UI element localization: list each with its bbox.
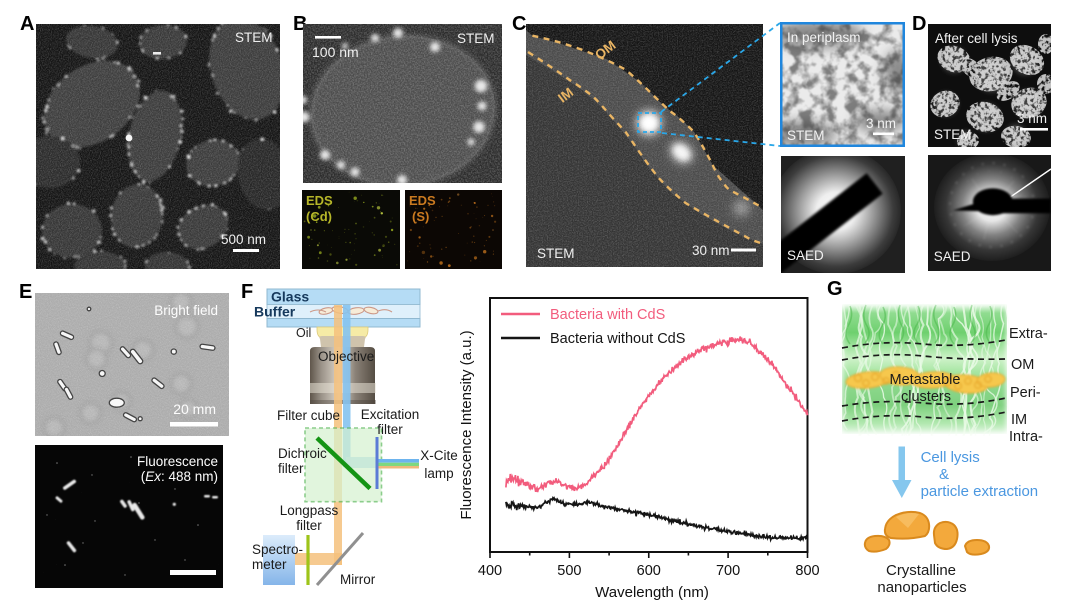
svg-text:500: 500 — [557, 563, 581, 579]
svg-text:Peri-: Peri- — [1010, 385, 1041, 401]
svg-text:STEM: STEM — [787, 128, 825, 143]
svg-text:STEM: STEM — [235, 30, 273, 45]
svg-text:clusters: clusters — [901, 389, 951, 405]
svg-text:filter: filter — [296, 518, 322, 533]
svg-text:Bacteria without CdS: Bacteria without CdS — [550, 331, 685, 347]
svg-text:particle extraction: particle extraction — [921, 483, 1039, 500]
svg-text:In periplasm: In periplasm — [787, 30, 861, 45]
svg-text:lamp: lamp — [424, 466, 453, 481]
svg-text:(Ex: 488 nm): (Ex: 488 nm) — [141, 469, 218, 484]
svg-text:meter: meter — [252, 557, 287, 572]
svg-text:(Cd): (Cd) — [306, 209, 332, 224]
svg-text:Glass: Glass — [271, 289, 309, 305]
svg-text:Dichroic: Dichroic — [278, 446, 327, 461]
svg-text:IM: IM — [1011, 412, 1027, 428]
svg-text:Metastable: Metastable — [890, 372, 961, 388]
svg-text:20 mm: 20 mm — [173, 401, 216, 417]
svg-text:After cell lysis: After cell lysis — [935, 31, 1018, 46]
svg-text:(S): (S) — [412, 209, 429, 224]
svg-text:Buffer: Buffer — [254, 304, 296, 320]
svg-text:Oil: Oil — [296, 326, 311, 340]
svg-text:IM: IM — [555, 85, 576, 106]
svg-text:EDS: EDS — [306, 193, 333, 208]
svg-text:nanoparticles: nanoparticles — [877, 579, 966, 596]
svg-text:OM: OM — [1011, 357, 1034, 373]
svg-text:&: & — [939, 466, 949, 483]
svg-text:SAED: SAED — [787, 248, 824, 263]
svg-text:Mirror: Mirror — [340, 572, 376, 587]
svg-text:STEM: STEM — [537, 246, 575, 261]
svg-text:Cell lysis: Cell lysis — [921, 449, 980, 466]
svg-text:Fluorescence: Fluorescence — [137, 454, 218, 469]
svg-text:Bright field: Bright field — [154, 303, 218, 318]
svg-text:Fluorescence Intensity (a.u.): Fluorescence Intensity (a.u.) — [458, 330, 475, 519]
svg-text:Crystalline: Crystalline — [886, 562, 956, 579]
svg-text:SAED: SAED — [934, 249, 971, 264]
svg-text:EDS: EDS — [409, 193, 436, 208]
svg-text:30 nm: 30 nm — [692, 243, 730, 258]
svg-text:STEM: STEM — [934, 127, 972, 142]
svg-text:700: 700 — [716, 563, 740, 579]
svg-text:3 nm: 3 nm — [866, 116, 896, 131]
svg-text:Spectro-: Spectro- — [252, 542, 303, 557]
svg-text:STEM: STEM — [457, 31, 495, 46]
svg-text:Intra-: Intra- — [1009, 429, 1043, 445]
svg-text:3 nm: 3 nm — [1017, 111, 1047, 126]
svg-text:X-Cite: X-Cite — [420, 448, 458, 463]
svg-text:400: 400 — [478, 563, 502, 579]
svg-text:Objective: Objective — [318, 349, 374, 364]
svg-text:filter: filter — [377, 422, 403, 437]
svg-text:Longpass: Longpass — [280, 503, 339, 518]
svg-text:600: 600 — [637, 563, 661, 579]
svg-text:Bacteria with CdS: Bacteria with CdS — [550, 307, 665, 323]
svg-text:filter: filter — [278, 461, 304, 476]
svg-text:Excitation: Excitation — [361, 407, 420, 422]
svg-text:Filter cube: Filter cube — [277, 408, 340, 423]
svg-text:800: 800 — [795, 563, 819, 579]
svg-text:Extra-: Extra- — [1009, 326, 1048, 342]
svg-text:Wavelength (nm): Wavelength (nm) — [595, 584, 709, 601]
svg-text:100 nm: 100 nm — [312, 44, 359, 60]
svg-text:500 nm: 500 nm — [221, 232, 266, 247]
